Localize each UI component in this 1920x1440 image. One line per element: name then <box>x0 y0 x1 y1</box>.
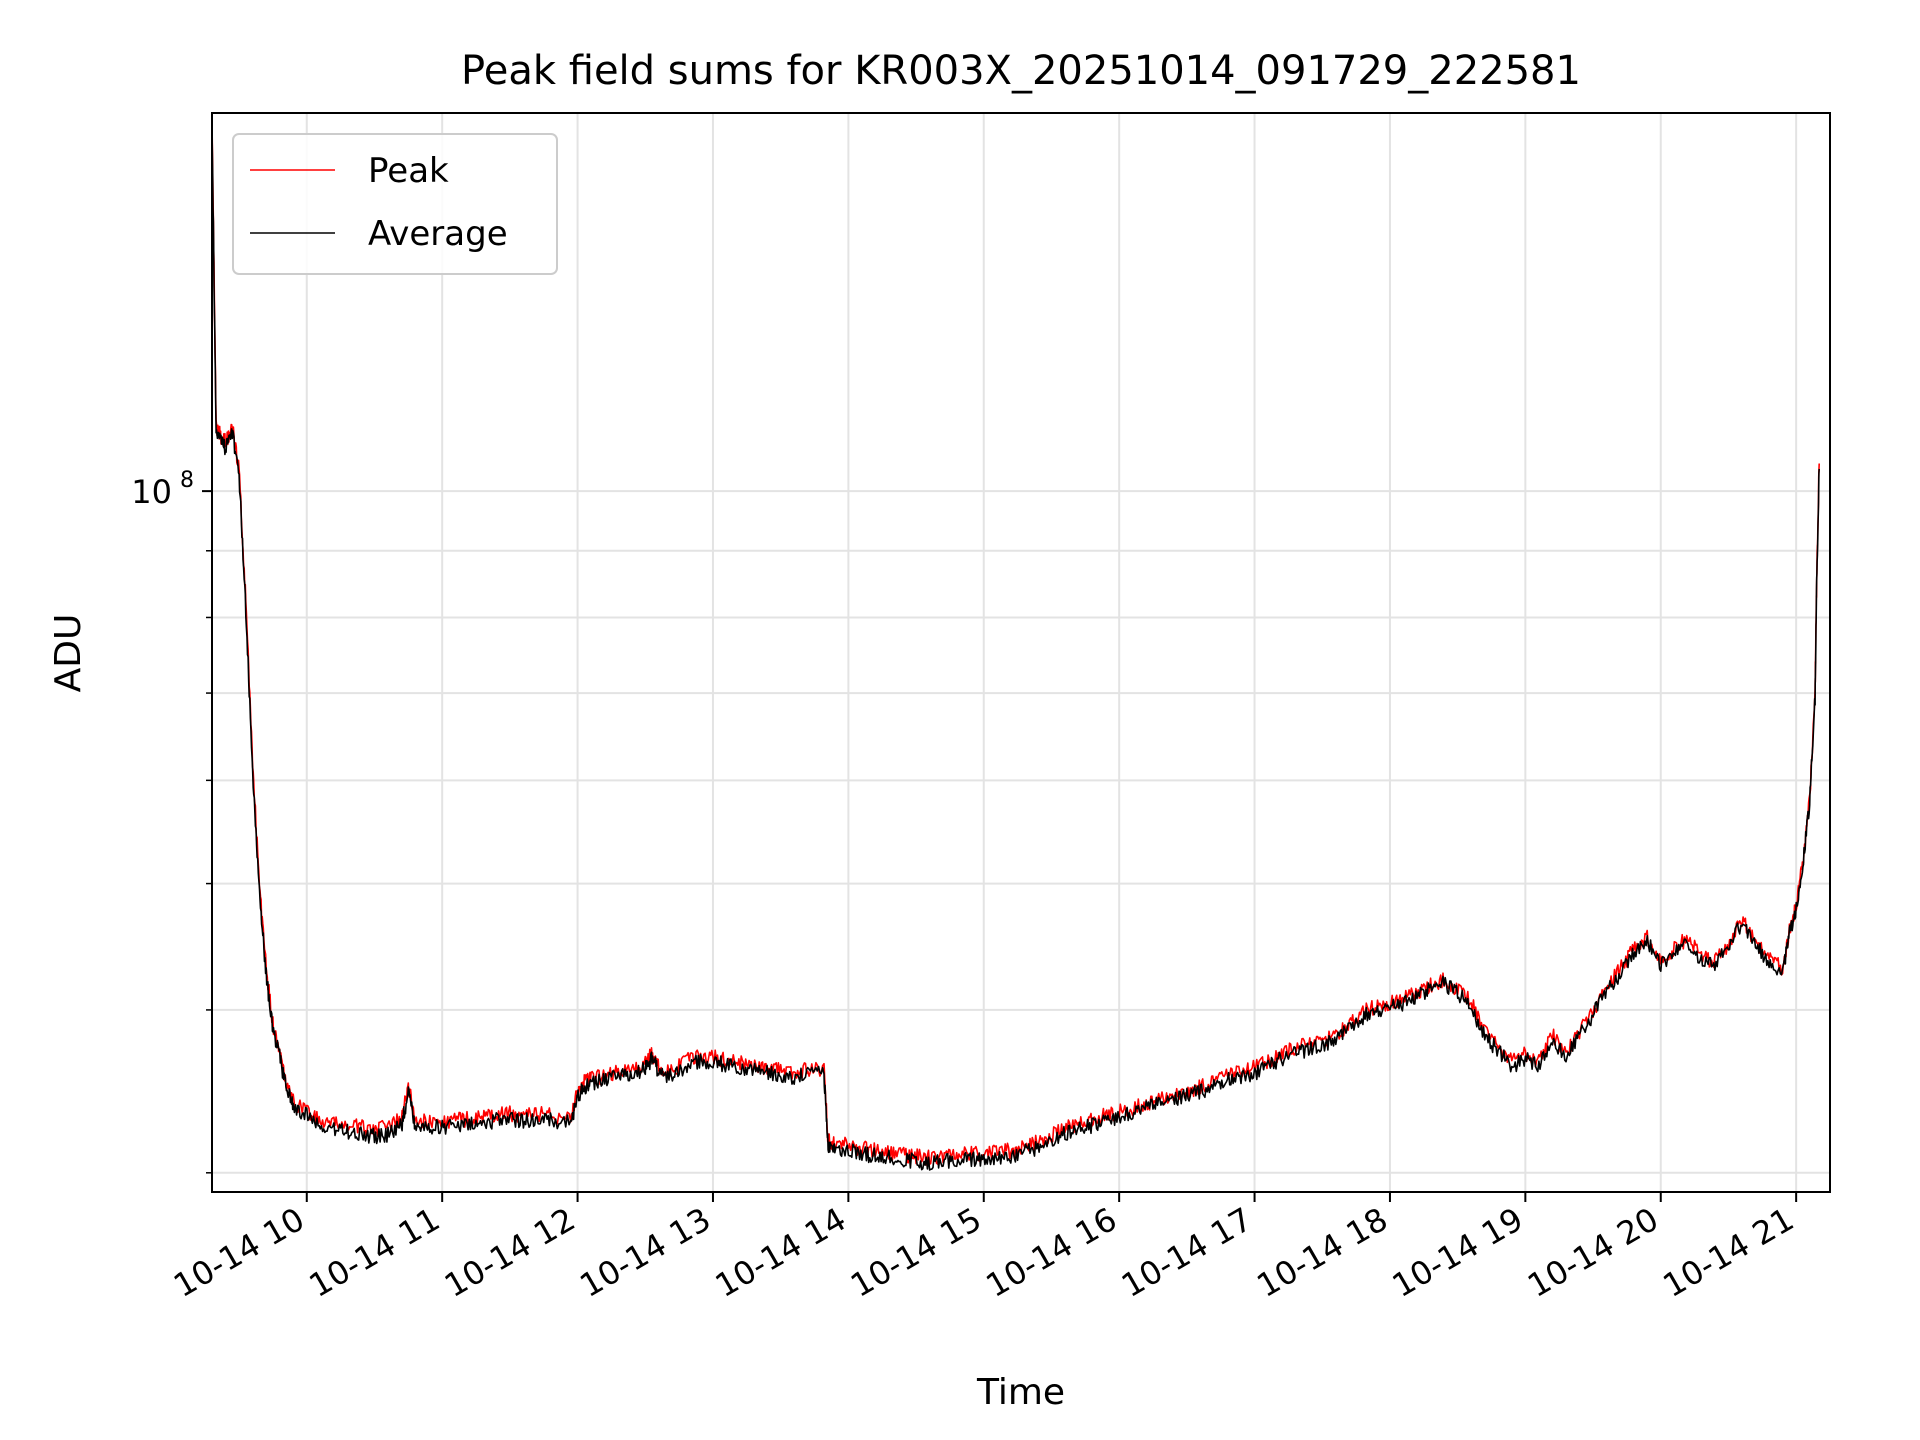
x-axis-label: Time <box>976 1372 1065 1413</box>
legend-box <box>232 133 558 275</box>
y-tick-label-exponent: 8 <box>180 468 194 493</box>
y-axis-label: ADU <box>48 614 89 693</box>
series-line-average <box>212 127 1820 1171</box>
legend-label-peak: Peak <box>368 151 449 191</box>
grid-lines <box>212 113 1830 1192</box>
legend-label-average: Average <box>368 214 508 254</box>
legend: Peak Average <box>232 133 558 275</box>
y-axis-ticks: 10 8 <box>131 468 212 1174</box>
plot-area <box>212 120 1820 1171</box>
y-tick-label: 10 <box>131 473 172 511</box>
axes-frame <box>211 112 1831 1193</box>
chart-title: Peak field sums for KR003X_20251014_0917… <box>461 48 1581 94</box>
